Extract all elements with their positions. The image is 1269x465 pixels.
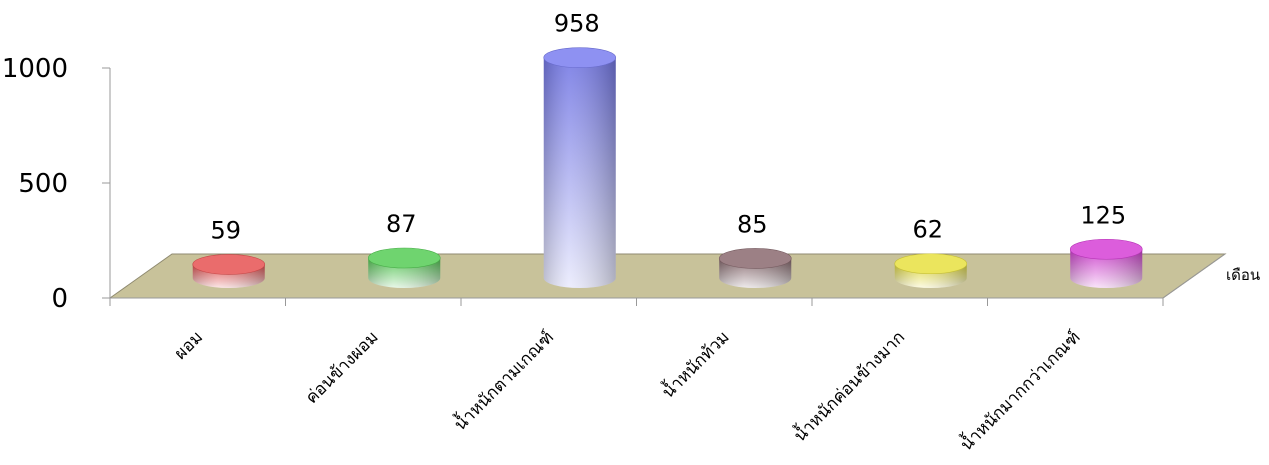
category-label: น้ำหนักค่อนข้างมาก — [788, 325, 909, 446]
bar-5 — [894, 253, 968, 288]
bar-top — [543, 47, 617, 68]
data-label: 87 — [386, 210, 417, 238]
bar-top — [192, 254, 266, 275]
bar-1 — [192, 254, 266, 288]
data-label: 62 — [912, 216, 943, 244]
data-label: 85 — [737, 210, 768, 238]
bar-top — [718, 248, 792, 269]
category-label: น้ำหนักท้วม — [656, 325, 733, 402]
y-tick-label: 500 — [18, 169, 68, 199]
bar-shading — [1070, 249, 1143, 288]
chart-floor — [108, 253, 1227, 299]
bar-3 — [543, 47, 617, 288]
x-axis-label: เดือน — [1226, 266, 1260, 284]
bar-top — [1069, 238, 1143, 260]
category-label: ผอม — [171, 327, 207, 363]
category-label: น้ำหนักตามเกณฑ์ — [448, 325, 558, 435]
bar-top — [367, 247, 441, 269]
floor-edge — [1162, 253, 1226, 299]
data-label: 59 — [210, 216, 241, 244]
y-tick-label: 0 — [51, 284, 68, 314]
bar-shading — [543, 57, 616, 288]
category-label: น้ำหนักมากกว่าเกณฑ์ — [955, 325, 1085, 455]
bar-2 — [367, 247, 441, 288]
bar-6 — [1069, 238, 1143, 288]
bar-4 — [718, 248, 792, 288]
category-label: ค่อนข้างผอม — [302, 327, 383, 408]
y-tick-label: 1000 — [2, 54, 68, 84]
data-label: 958 — [554, 10, 600, 38]
data-label: 125 — [1080, 201, 1126, 229]
bar-top — [894, 253, 968, 275]
